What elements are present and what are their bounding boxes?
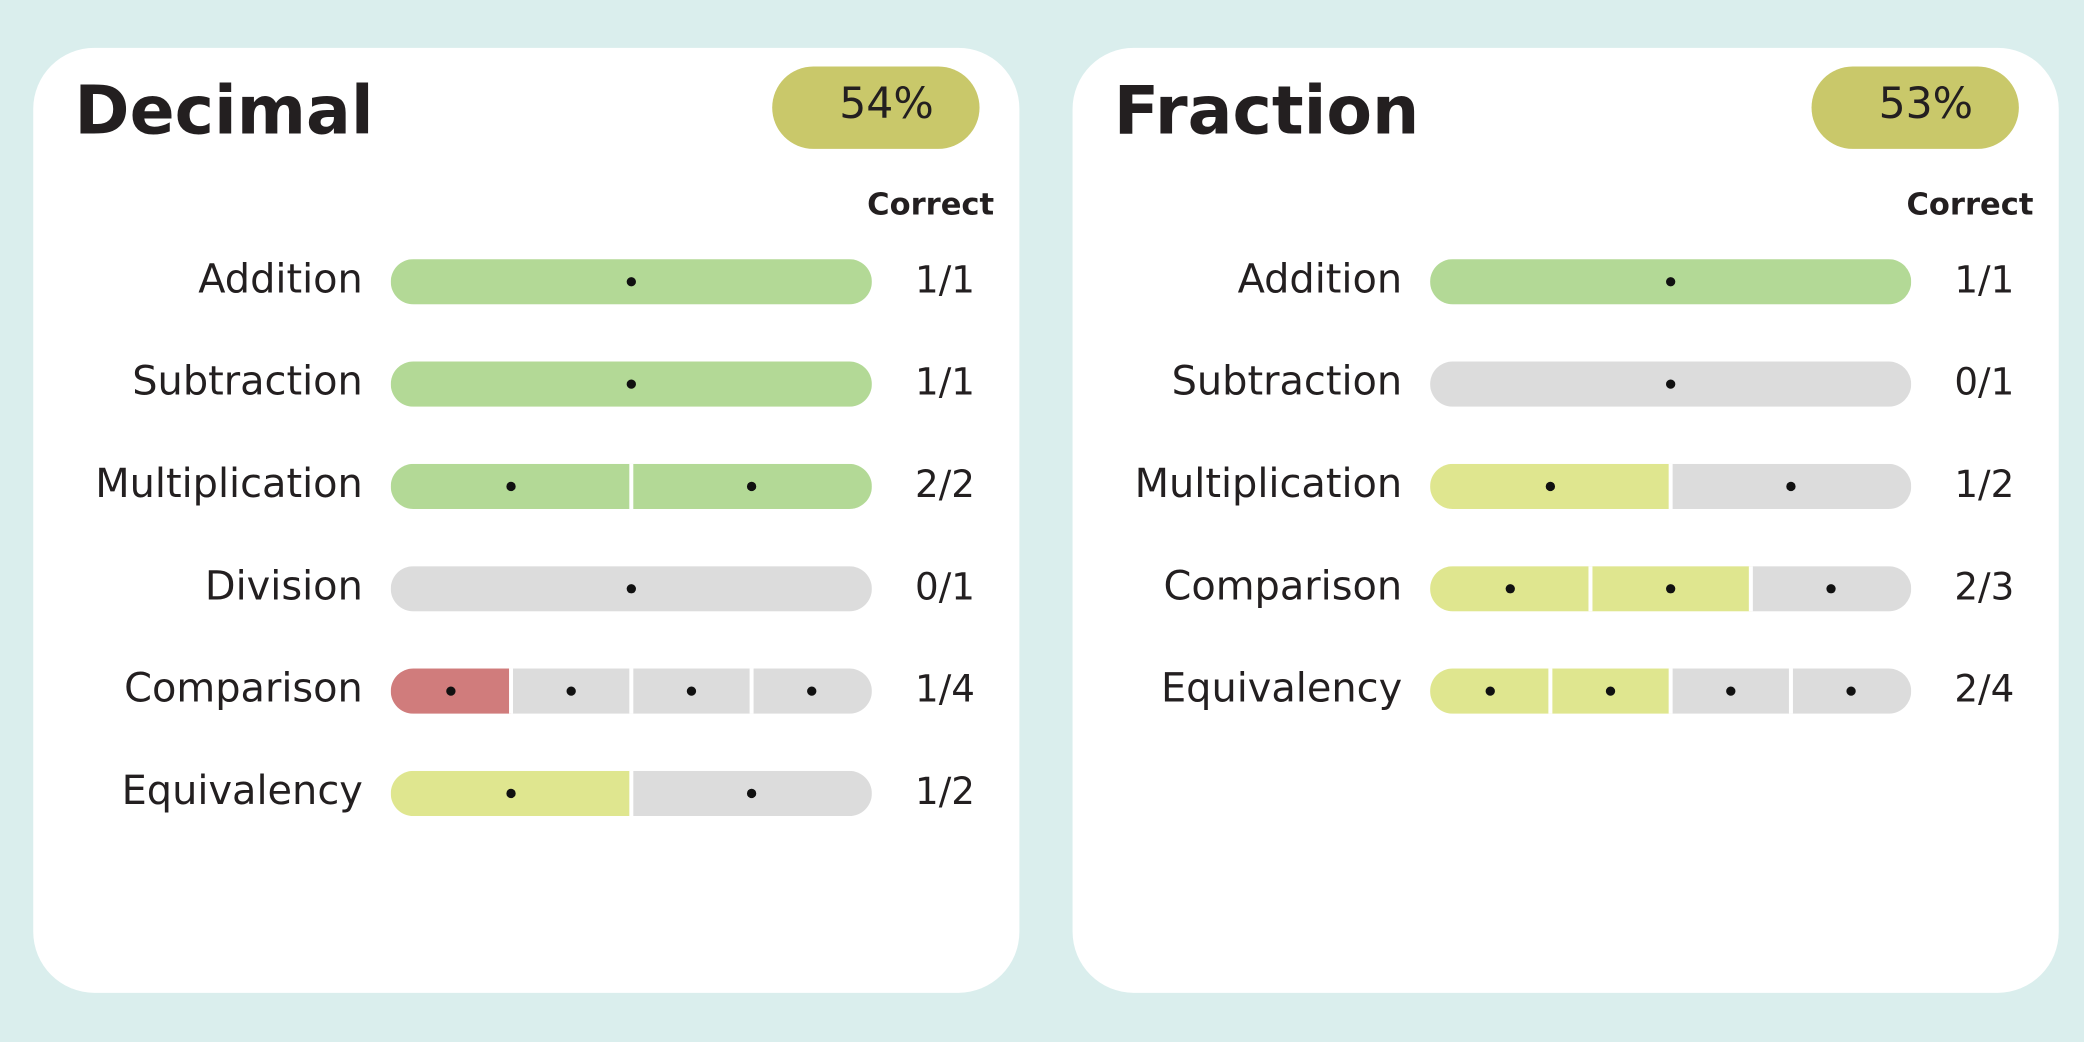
- score-text: 54%: [839, 80, 934, 129]
- row-label: Comparison: [124, 666, 363, 712]
- score-text: 53%: [1879, 80, 1974, 129]
- question-dot: [1666, 379, 1676, 389]
- question-dot: [746, 788, 757, 799]
- score-badge: [1811, 66, 2019, 149]
- row-result: 2/2: [915, 462, 975, 506]
- panel-title: Decimal: [74, 72, 373, 150]
- row-label: Equivalency: [122, 768, 363, 814]
- question-dot: [566, 686, 576, 696]
- segment-divider: [1588, 566, 1593, 612]
- row-result: 1/1: [915, 360, 975, 404]
- row-result: 1/2: [1954, 462, 2014, 506]
- segment-divider: [1668, 463, 1673, 510]
- segment-divider: [509, 668, 514, 714]
- row-result: 1/4: [915, 667, 975, 711]
- question-dot: [626, 277, 636, 287]
- question-dot: [626, 379, 636, 389]
- segment-divider: [749, 668, 754, 714]
- progress-bar: [1430, 463, 1912, 510]
- question-dot: [746, 481, 757, 492]
- row-result: 1/1: [1954, 257, 2014, 301]
- row-label: Subtraction: [132, 359, 363, 405]
- row-label: Addition: [1238, 256, 1403, 302]
- row-result: 1/1: [915, 257, 975, 301]
- row-label: Equivalency: [1161, 666, 1402, 712]
- progress-bar: [1430, 668, 1912, 714]
- question-dot: [1666, 584, 1676, 594]
- question-dot: [626, 584, 636, 594]
- row-label: Multiplication: [1135, 461, 1403, 507]
- question-dot: [1826, 584, 1836, 594]
- column-header: Correct: [867, 188, 994, 223]
- question-dot: [807, 686, 817, 696]
- question-dot: [1786, 481, 1796, 492]
- row-result: 0/1: [915, 564, 975, 608]
- question-dot: [1545, 481, 1556, 492]
- question-dot: [1726, 686, 1736, 696]
- row-label: Comparison: [1164, 563, 1403, 609]
- column-header: Correct: [1907, 188, 2034, 223]
- question-dot: [1605, 686, 1616, 696]
- progress-bar: [390, 770, 872, 817]
- question-dot: [446, 686, 456, 696]
- panel-title: Fraction: [1114, 72, 1420, 150]
- score-badge: [772, 66, 980, 149]
- segment-divider: [629, 463, 634, 510]
- row-result: 1/2: [915, 769, 975, 813]
- question-dot: [506, 481, 516, 492]
- panel: Fraction 53% Correct Addition 1/1 Subtraction…: [1072, 47, 2059, 993]
- segment-divider: [1548, 668, 1553, 714]
- row-label: Division: [205, 563, 363, 609]
- question-dot: [686, 686, 697, 696]
- question-dot: [1485, 686, 1495, 696]
- question-dot: [1846, 686, 1856, 696]
- segment-divider: [629, 668, 634, 714]
- panel: Decimal 54% Correct Addition 1/1 Subtraction 1…: [33, 47, 1020, 993]
- segment-divider: [1788, 668, 1793, 714]
- row-result: 2/4: [1954, 667, 2014, 711]
- progress-bar: [390, 668, 872, 714]
- progress-bar: [390, 463, 872, 510]
- question-dot: [1666, 277, 1676, 287]
- row-label: Subtraction: [1172, 359, 1403, 405]
- question-dot: [506, 788, 516, 799]
- segment-divider: [1668, 668, 1673, 714]
- row-result: 0/1: [1954, 360, 2014, 404]
- row-label: Addition: [198, 256, 363, 302]
- question-dot: [1505, 584, 1515, 594]
- row-label: Multiplication: [95, 461, 363, 507]
- segment-divider: [1748, 566, 1753, 612]
- row-result: 2/3: [1954, 564, 2014, 608]
- segment-divider: [629, 770, 634, 817]
